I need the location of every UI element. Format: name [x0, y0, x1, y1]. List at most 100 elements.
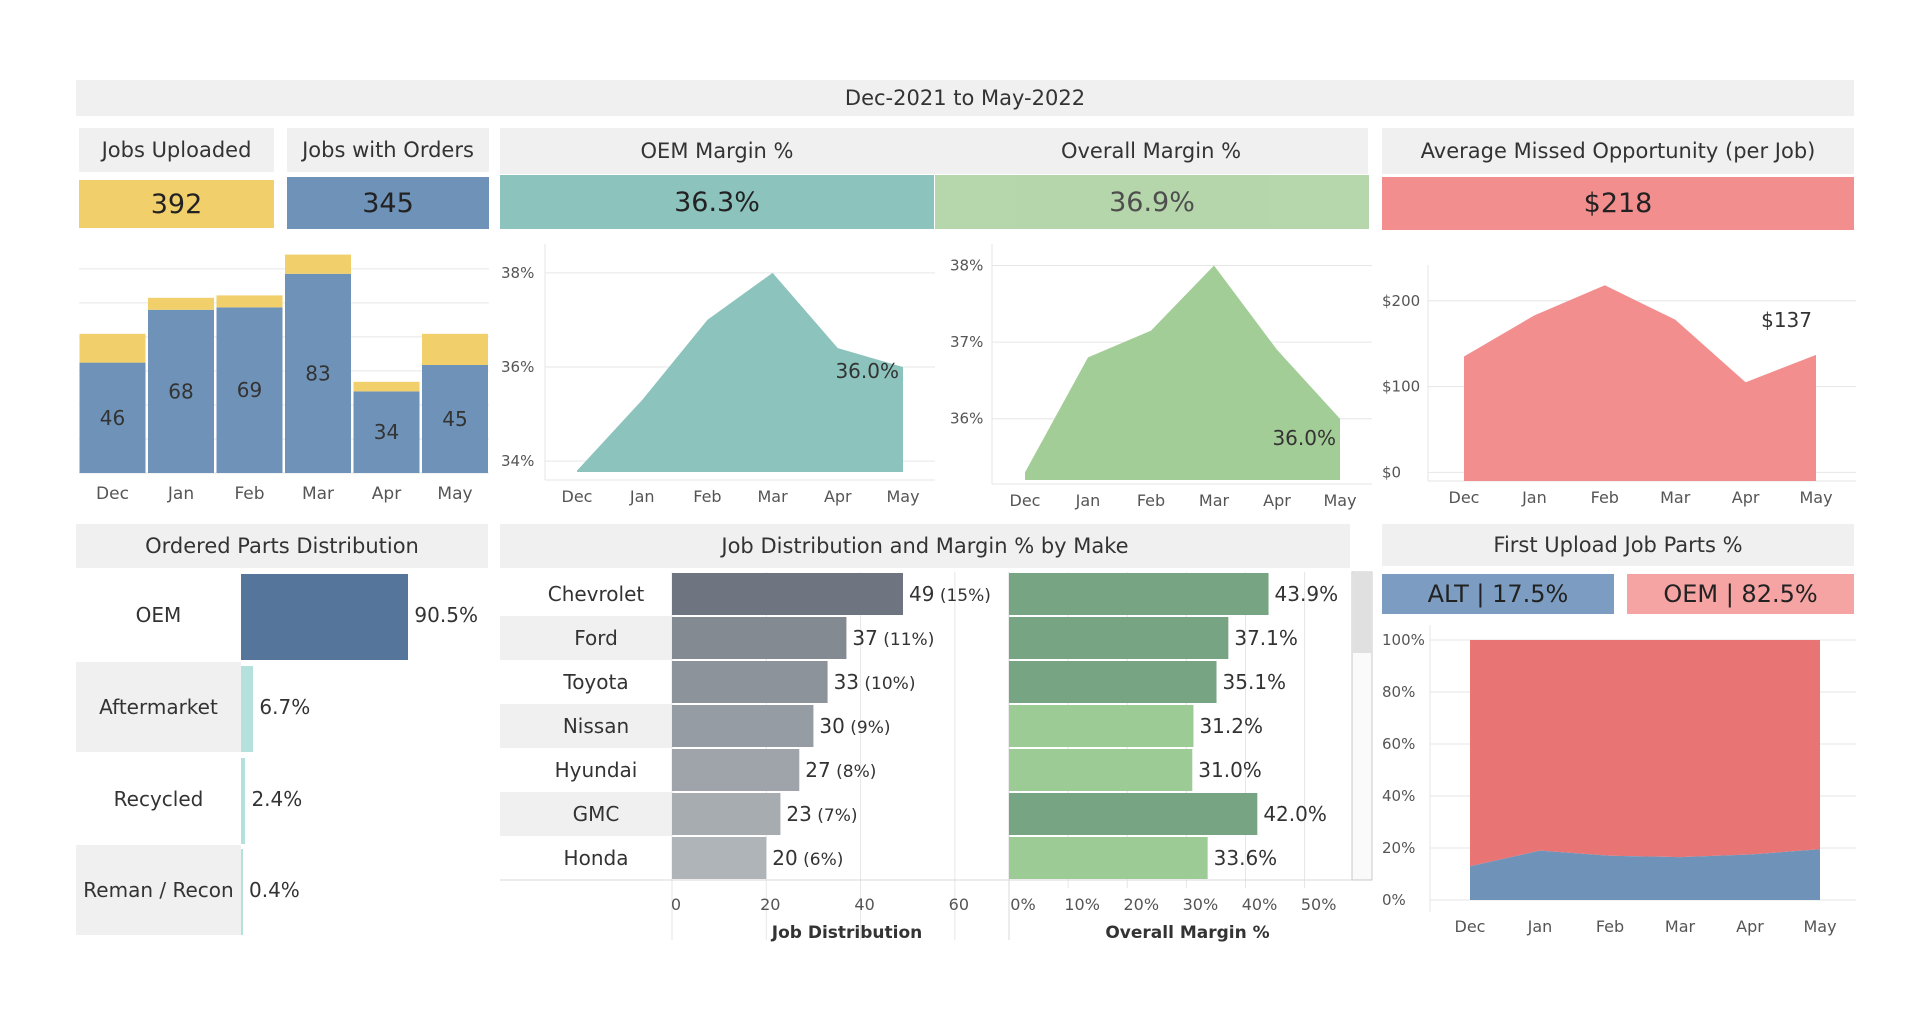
bar-jobs-with-orders [216, 307, 283, 473]
bar-jobs-with-orders [79, 362, 146, 473]
x-tick-label: May [1803, 917, 1836, 936]
x-tick-label: Dec [562, 487, 593, 506]
parts-bar [241, 849, 243, 935]
x-tick-label: Apr [1736, 917, 1764, 936]
x-tick-label: Feb [1591, 488, 1619, 507]
parts-value-label: 2.4% [251, 787, 303, 811]
margin-value-label: 33.6% [1214, 846, 1278, 870]
job-bar [672, 573, 903, 615]
x-tick-label: Jan [1521, 488, 1547, 507]
dashboard-title: Dec-2021 to May-2022 [76, 80, 1854, 116]
y-tick-label: 100% [1382, 631, 1425, 649]
x-tick-label: Jan [167, 484, 194, 504]
margin-bar [1009, 793, 1258, 835]
alt-badge: ALT | 17.5% [1382, 574, 1614, 614]
margin-value-label: 42.0% [1263, 802, 1327, 826]
job-value-label: 33 (10%) [834, 670, 916, 694]
bar-value-label: 45 [442, 407, 467, 431]
margin-bar [1009, 661, 1217, 703]
x-tick-label: Feb [1596, 917, 1624, 936]
area-series [1025, 265, 1340, 480]
y-tick-label: $0 [1382, 463, 1401, 481]
oem-margin-header: OEM Margin % [500, 128, 934, 174]
bar-jobs-without-orders [353, 381, 420, 392]
ordered-parts-chart: OEM 90.5% Aftermarket 6.7% Recycled 2.4% Reman… [76, 570, 496, 940]
job-pct-label: (10%) [859, 674, 915, 694]
y-tick-label: 40% [1382, 787, 1415, 805]
row-band [500, 704, 672, 748]
bar-value-label: 69 [237, 378, 262, 402]
bar-jobs-without-orders [422, 333, 488, 365]
job-bar [672, 837, 767, 879]
x-tick-label: Dec [1010, 491, 1041, 510]
parts-row-label: Recycled [113, 787, 204, 811]
margin-value-label: 37.1% [1234, 626, 1298, 650]
x-tick-label: Dec [1449, 488, 1480, 507]
bar-jobs-without-orders [216, 295, 283, 308]
bar-jobs-with-orders [422, 365, 488, 473]
x-tick-label: Jan [629, 487, 655, 506]
parts-row-label: Aftermarket [76, 662, 241, 752]
scrollbar-thumb[interactable] [1353, 573, 1371, 653]
job-pct-label: (7%) [812, 806, 858, 826]
x-tick-label: May [437, 484, 472, 504]
job-value-label: 49 (15%) [909, 582, 991, 606]
bar-jobs-without-orders [285, 254, 351, 274]
job-pct-label: (15%) [934, 586, 990, 606]
overall-margin-value: 36.9% [935, 175, 1369, 229]
parts-value-label: 6.7% [259, 695, 311, 719]
oem-margin-value: 36.3% [500, 175, 934, 229]
y-tick-label: 36% [950, 410, 983, 428]
y-tick-label: 0% [1382, 891, 1406, 909]
job-value-label: 30 (9%) [819, 714, 890, 738]
x-tick-label: Mar [302, 484, 334, 504]
y-tick-label: 20% [1382, 839, 1415, 857]
parts-bar [241, 666, 254, 752]
bar-value-label: 46 [100, 406, 125, 430]
missed-opportunity-area-chart: $0 $100 $200 Dec Jan Feb Mar Apr May $137 [1382, 265, 1856, 507]
job-bar [672, 793, 781, 835]
x-tick-label: 20% [1123, 895, 1159, 914]
x-tick-label: Dec [96, 484, 129, 504]
y-tick-label: 60% [1382, 735, 1415, 753]
parts-value-label: 90.5% [414, 603, 478, 627]
jobs-bar-chart: 46 Dec 68 Jan 69 Feb 83 Mar 34 Apr 45 May [79, 254, 489, 504]
parts-value-label: 0.4% [249, 878, 300, 902]
x-tick-label: Jan [1075, 491, 1101, 510]
x-tick-label: 30% [1183, 895, 1219, 914]
overall-margin-area-chart: 36% 37% 38% Dec Jan Feb Mar Apr May 36.0% [950, 244, 1372, 510]
make-label: Ford [574, 626, 618, 650]
make-label: Honda [564, 846, 629, 870]
y-tick-label: $100 [1382, 378, 1420, 396]
x-tick-label: Mar [1665, 917, 1696, 936]
bar-jobs-with-orders [353, 391, 420, 473]
x-tick-label: 40 [854, 895, 874, 914]
row-band [500, 616, 672, 660]
bar-jobs-with-orders [148, 309, 214, 473]
x-tick-label: 40% [1242, 895, 1278, 914]
x-tick-label: Feb [1137, 491, 1165, 510]
margin-value-label: 31.2% [1199, 714, 1263, 738]
make-panel-header: Job Distribution and Margin % by Make [500, 524, 1350, 568]
job-pct-label: (8%) [831, 762, 877, 782]
y-tick-label: 80% [1382, 683, 1415, 701]
margin-bar [1009, 617, 1229, 659]
job-value-label: 27 (8%) [805, 758, 876, 782]
make-label: Chevrolet [548, 582, 645, 606]
jobs-uploaded-header: Jobs Uploaded [79, 128, 274, 172]
margin-value-label: 35.1% [1223, 670, 1287, 694]
x-tick-label: Apr [1263, 491, 1291, 510]
x-tick-label: Apr [1732, 488, 1760, 507]
parts-bar [241, 758, 246, 844]
x-tick-label: 20 [760, 895, 780, 914]
parts-row-label: Reman / Recon [76, 845, 241, 935]
first-upload-area-chart: 0% 20% 40% 60% 80% 100% Dec Jan Feb Mar Apr May [1382, 625, 1856, 936]
x-tick-label: 10% [1064, 895, 1100, 914]
area-alt [1470, 849, 1820, 900]
parts-bar [241, 574, 409, 660]
x-tick-label: 60 [949, 895, 969, 914]
x-tick-label: 0% [1010, 895, 1035, 914]
x-tick-label: 50% [1301, 895, 1337, 914]
x-tick-label: Feb [693, 487, 721, 506]
x-tick-label: Mar [1199, 491, 1230, 510]
